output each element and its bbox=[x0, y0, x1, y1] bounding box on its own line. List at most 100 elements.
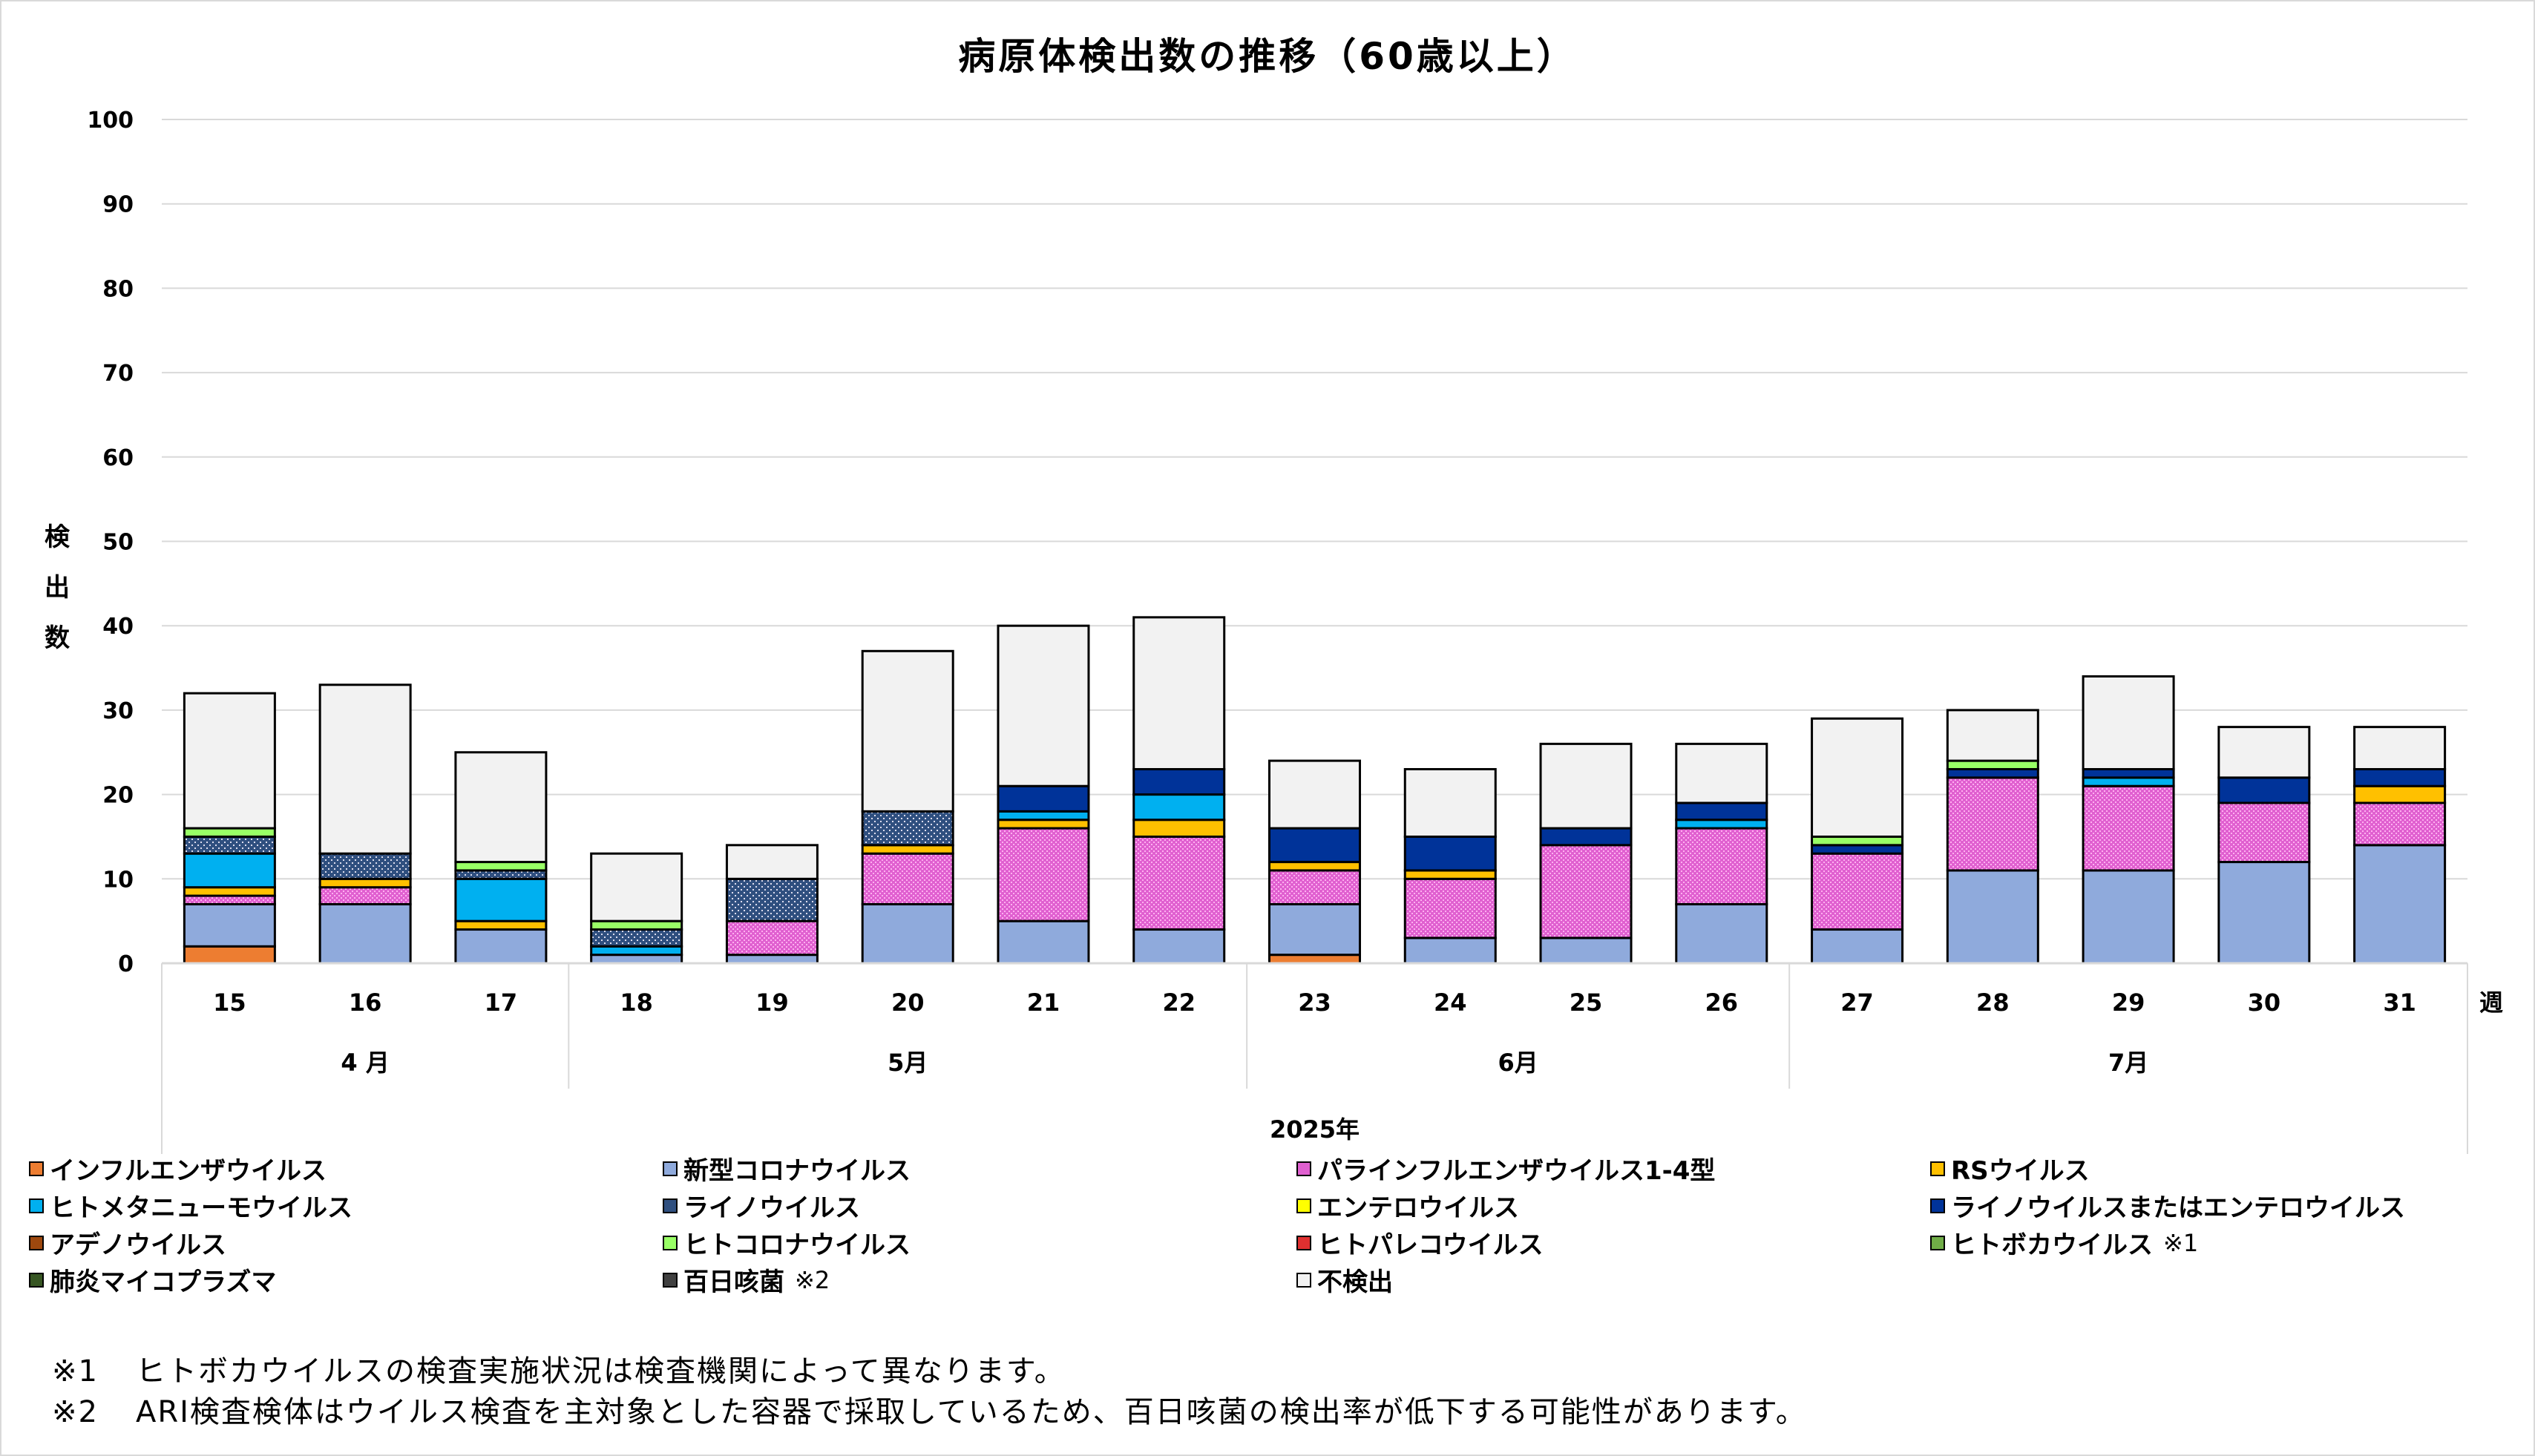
bar-segment bbox=[1268, 954, 1361, 965]
bar-segment bbox=[1946, 759, 2039, 770]
bar-segment bbox=[1268, 759, 1361, 830]
legend-label: ヒトコロナウイルス bbox=[683, 1230, 911, 1260]
legend-swatch bbox=[1930, 1235, 1945, 1250]
legend-swatch bbox=[663, 1235, 678, 1250]
legend-swatch bbox=[1930, 1198, 1945, 1213]
legend-label: 新型コロナウイルス bbox=[683, 1156, 911, 1186]
legend-item: 百日咳菌 ※2 bbox=[663, 1262, 830, 1298]
legend-swatch bbox=[1930, 1161, 1945, 1176]
x-tick-label: 17 bbox=[485, 988, 518, 1017]
x-tick-label: 25 bbox=[1570, 988, 1603, 1017]
x-tick-label: 23 bbox=[1298, 988, 1331, 1017]
bar-segment bbox=[1675, 819, 1768, 830]
x-tick-label: 27 bbox=[1840, 988, 1874, 1017]
x-tick-label: 24 bbox=[1434, 988, 1467, 1017]
legend-swatch bbox=[1296, 1198, 1311, 1213]
bar-segment bbox=[454, 919, 548, 931]
y-tick-label: 100 bbox=[87, 108, 134, 134]
bar-segment bbox=[1403, 869, 1497, 880]
legend-swatch bbox=[663, 1198, 678, 1213]
bar-segment bbox=[1403, 835, 1497, 872]
bar-segment bbox=[997, 624, 1090, 787]
bar-segment bbox=[1268, 902, 1361, 957]
bar-segment bbox=[183, 894, 276, 905]
legend-item: ヒトパレコウイルス bbox=[1296, 1224, 1544, 1261]
chart-title: 病原体検出数の推移（60歳以上） bbox=[958, 35, 1577, 78]
bar-segment bbox=[2353, 784, 2447, 804]
bar-segment bbox=[318, 683, 412, 855]
x-tick-label: 21 bbox=[1027, 988, 1060, 1017]
bar-segment bbox=[861, 844, 954, 855]
legend-note: ※1 bbox=[2163, 1228, 2199, 1257]
bar-segment bbox=[861, 649, 954, 813]
y-tick-label: 20 bbox=[102, 783, 134, 809]
bar-segment bbox=[1811, 835, 1904, 847]
x-axis-title: 2025年 bbox=[1270, 1115, 1360, 1144]
x-tick-label: 26 bbox=[1705, 988, 1739, 1017]
bar-segment bbox=[1675, 827, 1768, 905]
bar-segment bbox=[318, 877, 412, 889]
legend-swatch bbox=[29, 1161, 44, 1176]
legend-item: ヒトコロナウイルス bbox=[663, 1224, 911, 1261]
x-tick-label: 16 bbox=[349, 988, 382, 1017]
bar-segment bbox=[997, 819, 1090, 830]
bar-segment bbox=[1132, 835, 1226, 931]
x-tick-label: 30 bbox=[2248, 988, 2281, 1017]
legend-item: ライノウイルスまたはエンテロウイルス bbox=[1930, 1187, 2405, 1224]
legend-swatch bbox=[1296, 1235, 1311, 1250]
bar-segment bbox=[183, 886, 276, 897]
legend-swatch bbox=[29, 1272, 44, 1288]
legend-label: 肺炎マイコプラズマ bbox=[50, 1268, 277, 1297]
bar-segment bbox=[590, 954, 683, 965]
legend-swatch bbox=[29, 1235, 44, 1250]
legend-swatch bbox=[29, 1198, 44, 1213]
bar-segment bbox=[590, 919, 683, 931]
bar-segment bbox=[1811, 928, 1904, 965]
bar-segment bbox=[2353, 726, 2447, 770]
x-tick-label: 15 bbox=[213, 988, 246, 1017]
legend-item: 肺炎マイコプラズマ bbox=[29, 1262, 276, 1298]
bar-segment bbox=[861, 902, 954, 965]
bar-segment bbox=[183, 827, 276, 838]
bar-segment bbox=[1132, 767, 1226, 796]
bar-segment bbox=[1539, 844, 1633, 939]
footnote-mark: ※1 bbox=[52, 1354, 99, 1388]
legend-label: アデノウイルス bbox=[50, 1230, 226, 1260]
bar-segment bbox=[725, 877, 819, 922]
bar-segment bbox=[1675, 902, 1768, 965]
bar-segment bbox=[997, 919, 1090, 965]
bar-segment bbox=[454, 869, 548, 880]
bar-segment bbox=[1268, 827, 1361, 864]
legend-label: ヒトパレコウイルス bbox=[1317, 1230, 1544, 1260]
bar-segment bbox=[1132, 928, 1226, 965]
x-tick-label: 22 bbox=[1162, 988, 1196, 1017]
x-tick-label: 20 bbox=[891, 988, 925, 1017]
legend-label: ライノウイルスまたはエンテロウイルス bbox=[1951, 1193, 2405, 1223]
x-tick-label: 19 bbox=[755, 988, 789, 1017]
bar-segment bbox=[590, 852, 683, 922]
bar-segment bbox=[1403, 877, 1497, 939]
bar-segment bbox=[1946, 869, 2039, 965]
legend-item: アデノウイルス bbox=[29, 1224, 226, 1261]
bar-segment bbox=[1675, 742, 1768, 804]
bar-segment bbox=[2082, 869, 2175, 965]
legend-label: パラインフルエンザウイルス1-4型 bbox=[1317, 1156, 1716, 1186]
footnote: ※2 ARI検査検体はウイルス検査を主対象とした容器で採取しているため、百日咳菌の… bbox=[52, 1388, 1807, 1431]
bar-segment bbox=[1268, 861, 1361, 872]
bar-segment bbox=[1946, 709, 2039, 762]
bar-segment bbox=[1946, 767, 2039, 779]
legend-label: RSウイルス bbox=[1951, 1156, 2090, 1186]
bar-segment bbox=[1403, 937, 1497, 965]
bar-segment bbox=[183, 945, 276, 965]
bar-segment bbox=[590, 945, 683, 957]
bar-segment bbox=[2217, 776, 2311, 804]
legend-swatch bbox=[663, 1272, 678, 1288]
bar-segment bbox=[725, 919, 819, 957]
y-tick-label: 90 bbox=[102, 192, 134, 218]
bar-segment bbox=[454, 861, 548, 872]
x-unit-label: 週 bbox=[2479, 988, 2503, 1017]
footnote-text: ヒトボカウイルスの検査実施状況は検査機関によって異なります。 bbox=[135, 1354, 1066, 1388]
y-tick-label: 80 bbox=[102, 276, 134, 302]
bar-segment bbox=[2217, 861, 2311, 965]
legend-note: ※2 bbox=[795, 1265, 830, 1294]
